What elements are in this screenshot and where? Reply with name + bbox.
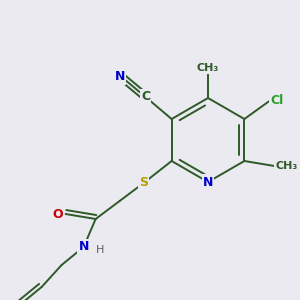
Text: H: H	[95, 245, 104, 255]
Text: CH₃: CH₃	[197, 63, 219, 73]
Text: N: N	[114, 70, 125, 83]
Text: C: C	[141, 91, 150, 103]
Text: N: N	[203, 176, 213, 188]
Text: Cl: Cl	[271, 94, 284, 107]
Text: S: S	[139, 176, 148, 190]
Text: CH₃: CH₃	[275, 161, 298, 171]
Text: N: N	[78, 241, 89, 254]
Text: O: O	[52, 208, 63, 220]
